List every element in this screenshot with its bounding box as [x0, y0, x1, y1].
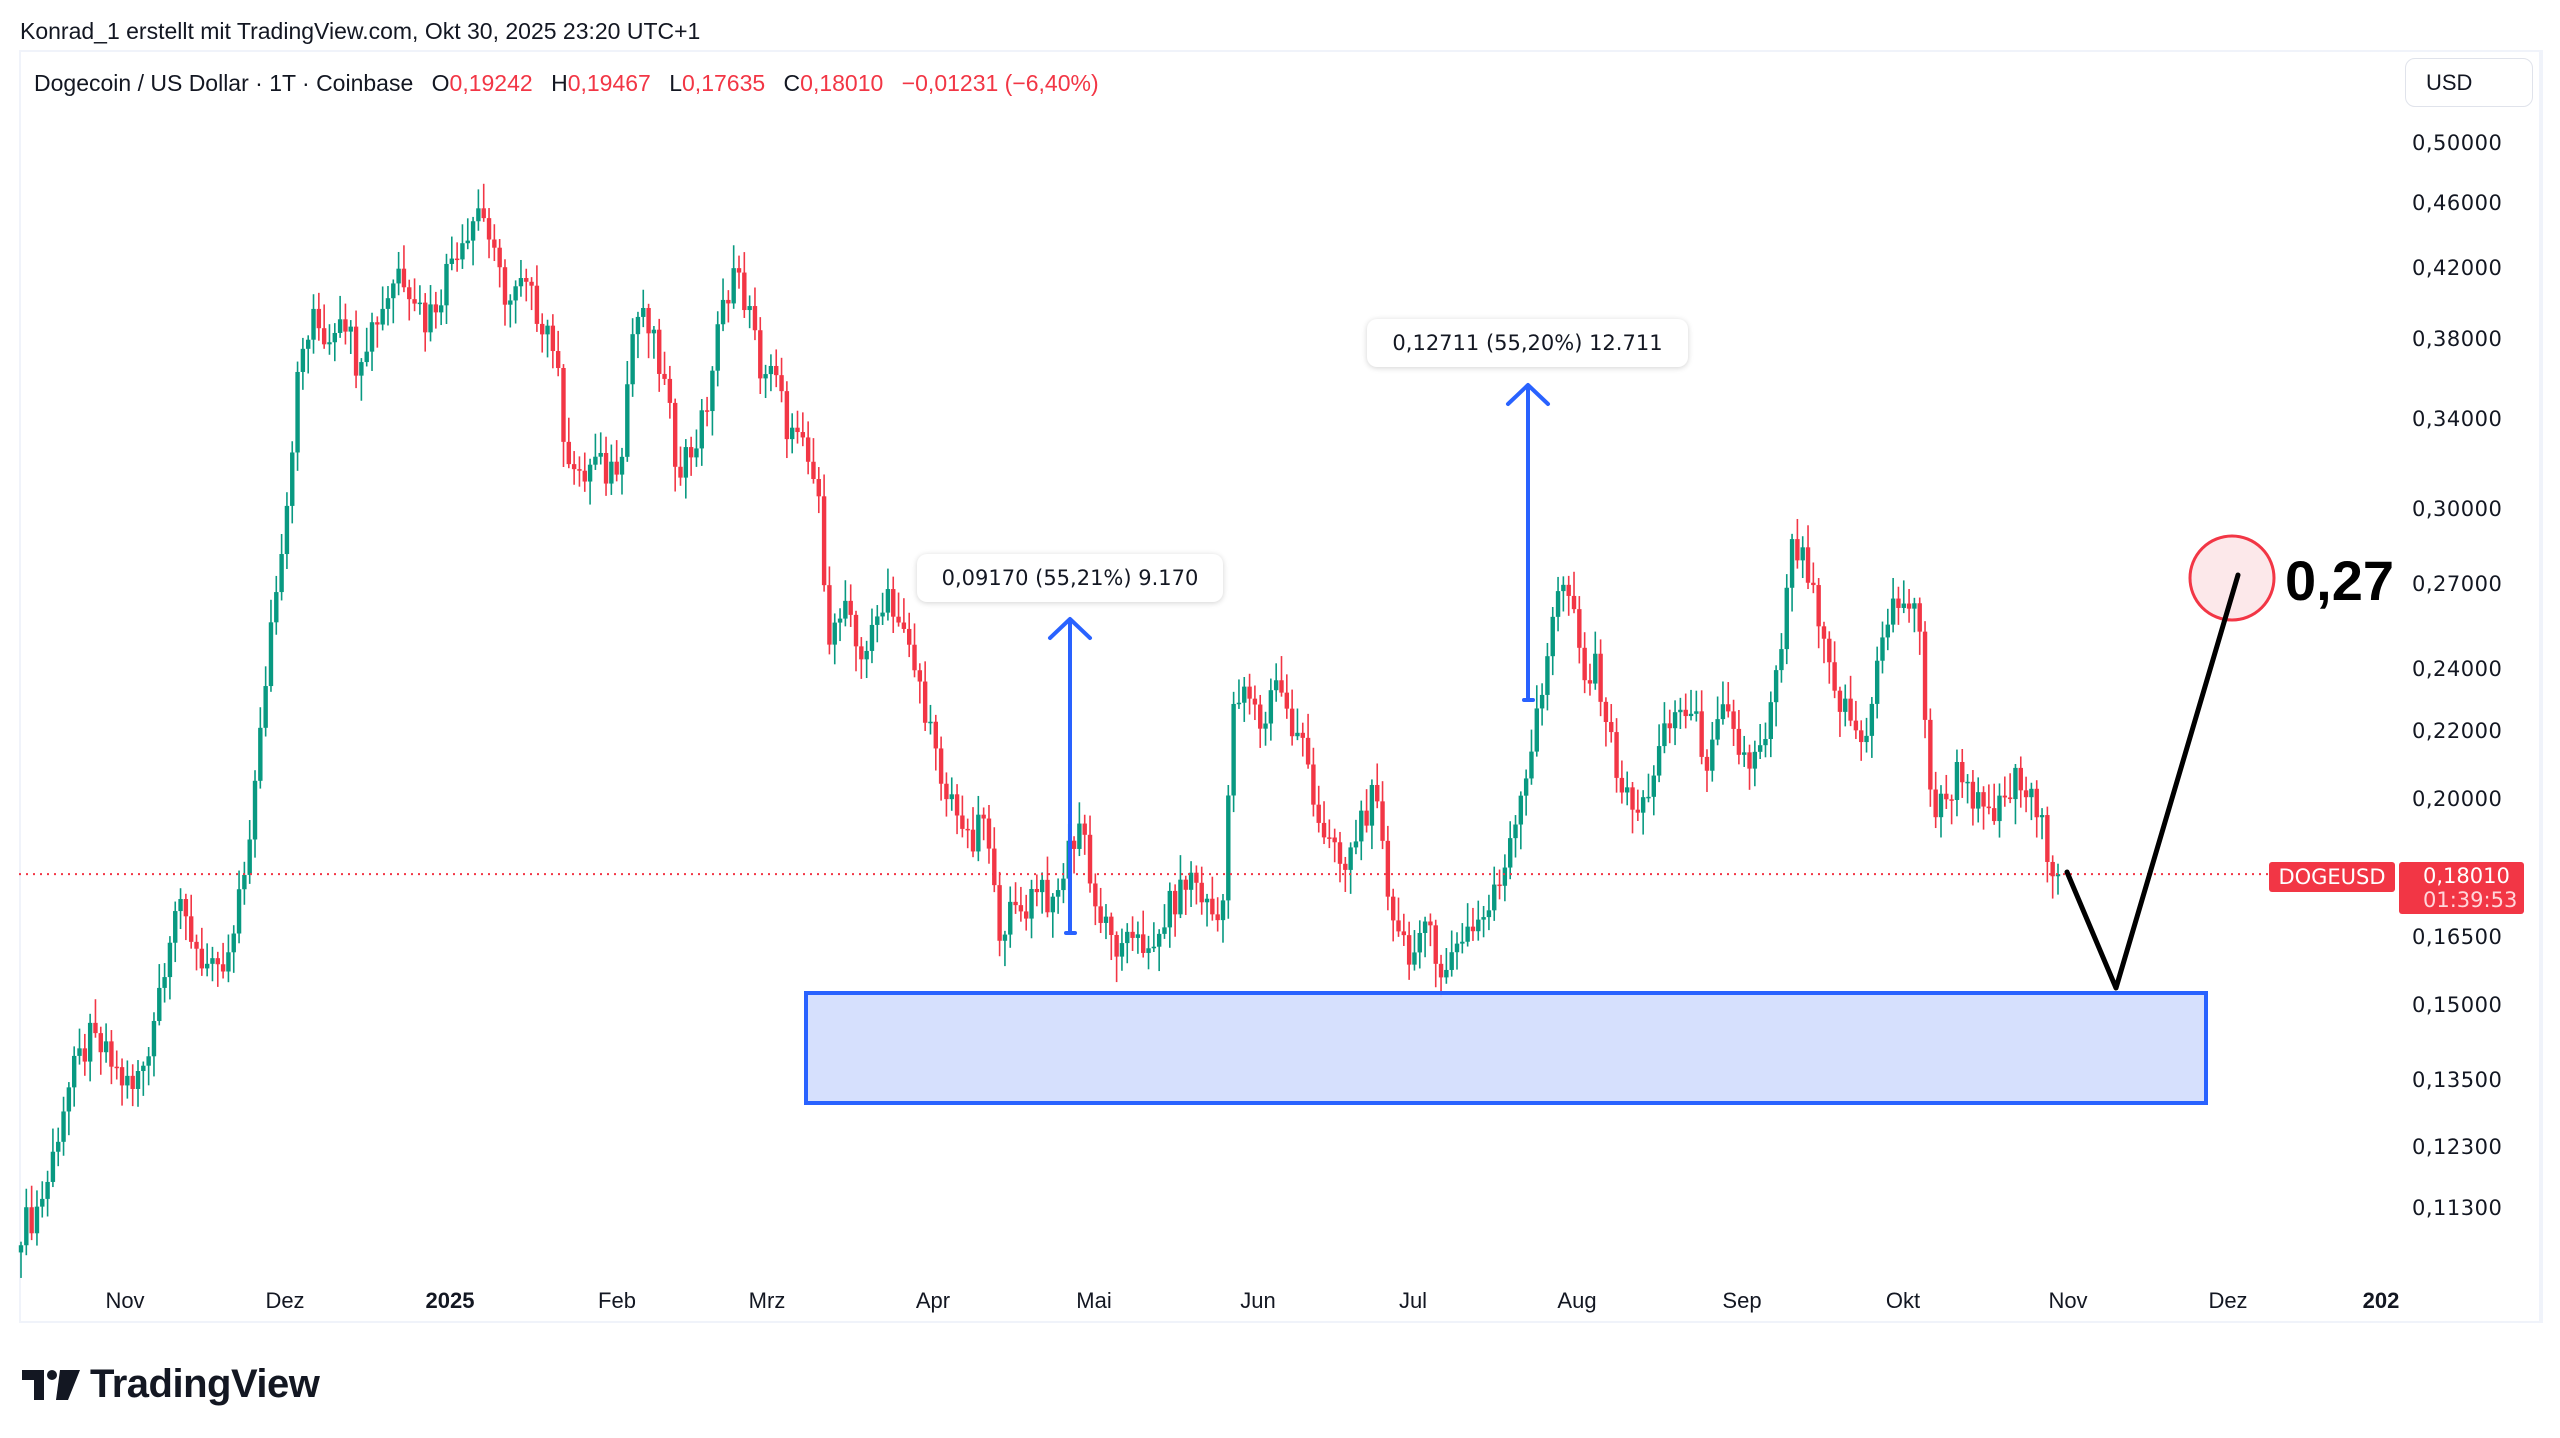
last-price-badge: 0,18010 01:39:53	[2399, 862, 2524, 914]
time-tick: Mai	[1076, 1288, 1112, 1313]
low-value: 0,17635	[682, 70, 766, 96]
chart-frame	[19, 50, 2541, 1323]
price-tick: 0,30000	[2412, 496, 2503, 521]
projection-path	[2064, 572, 2241, 991]
currency-button[interactable]: USD	[2405, 58, 2533, 107]
high-label: H	[551, 70, 568, 96]
chart-credit: Konrad_1 erstellt mit TradingView.com, O…	[20, 18, 701, 44]
time-tick: Feb	[598, 1288, 636, 1313]
time-tick: 2025	[425, 1288, 475, 1313]
open-label: O	[431, 70, 450, 96]
time-tick: Dez	[265, 1288, 305, 1313]
price-tick: 0,12300	[2412, 1135, 2503, 1160]
open-value: 0,19242	[449, 70, 533, 96]
measure-label-2[interactable]: 0,12711 (55,20%) 12.711	[1367, 319, 1688, 367]
time-tick: 202	[2362, 1288, 2400, 1313]
price-tick: 0,24000	[2412, 656, 2503, 681]
price-tick: 0,20000	[2412, 787, 2503, 812]
close-label: C	[783, 70, 801, 96]
high-value: 0,19467	[567, 70, 651, 96]
measure-arrow-2	[1506, 383, 1550, 702]
measure-arrow-1	[1048, 617, 1092, 935]
change-value: −0,01231 (−6,40%)	[901, 70, 1099, 96]
support-zone-box	[804, 991, 2208, 1105]
time-tick: Okt	[1885, 1288, 1921, 1313]
close-value: 0,18010	[800, 70, 884, 96]
price-tick: 0,13500	[2412, 1068, 2503, 1093]
price-tick: 0,34000	[2412, 407, 2503, 432]
measure-label-1[interactable]: 0,09170 (55,21%) 9.170	[917, 554, 1223, 602]
symbol-legend: Dogecoin / US Dollar · 1T · Coinbase O0,…	[34, 70, 1099, 97]
symbol-title[interactable]: Dogecoin / US Dollar · 1T · Coinbase	[34, 70, 414, 96]
price-tick: 0,22000	[2412, 718, 2503, 743]
bar-countdown: 01:39:53	[2423, 888, 2518, 912]
low-label: L	[669, 70, 683, 96]
price-tick: 0,38000	[2412, 327, 2503, 352]
tradingview-logo[interactable]: TradingView	[22, 1362, 320, 1407]
price-tick: 0,11300	[2412, 1195, 2503, 1220]
time-tick: Jul	[1398, 1288, 1428, 1313]
price-tick: 0,16500	[2412, 924, 2503, 949]
time-tick: Mrz	[748, 1288, 786, 1313]
symbol-price-badge: DOGEUSD	[2269, 862, 2395, 892]
price-tick: 0,27000	[2412, 572, 2503, 597]
time-tick: Apr	[915, 1288, 951, 1313]
time-tick: Nov	[105, 1288, 145, 1313]
time-tick: Dez	[2208, 1288, 2248, 1313]
time-tick: Nov	[2048, 1288, 2088, 1313]
time-tick: Aug	[1557, 1288, 1597, 1313]
target-circle	[2188, 534, 2276, 622]
price-tick: 0,46000	[2412, 190, 2503, 215]
last-price-value: 0,18010	[2423, 864, 2510, 888]
price-axis-border	[2541, 50, 2543, 1323]
tradingview-logo-icon	[22, 1369, 80, 1400]
time-tick: Jun	[1240, 1288, 1276, 1313]
price-tick: 0,15000	[2412, 993, 2503, 1018]
tradingview-wordmark: TradingView	[90, 1362, 320, 1406]
time-tick: Sep	[1722, 1288, 1762, 1313]
price-tick: 0,42000	[2412, 255, 2503, 280]
candles	[18, 183, 2061, 1278]
price-tick: 0,50000	[2412, 131, 2503, 155]
target-price-label: 0,27	[2285, 549, 2394, 612]
